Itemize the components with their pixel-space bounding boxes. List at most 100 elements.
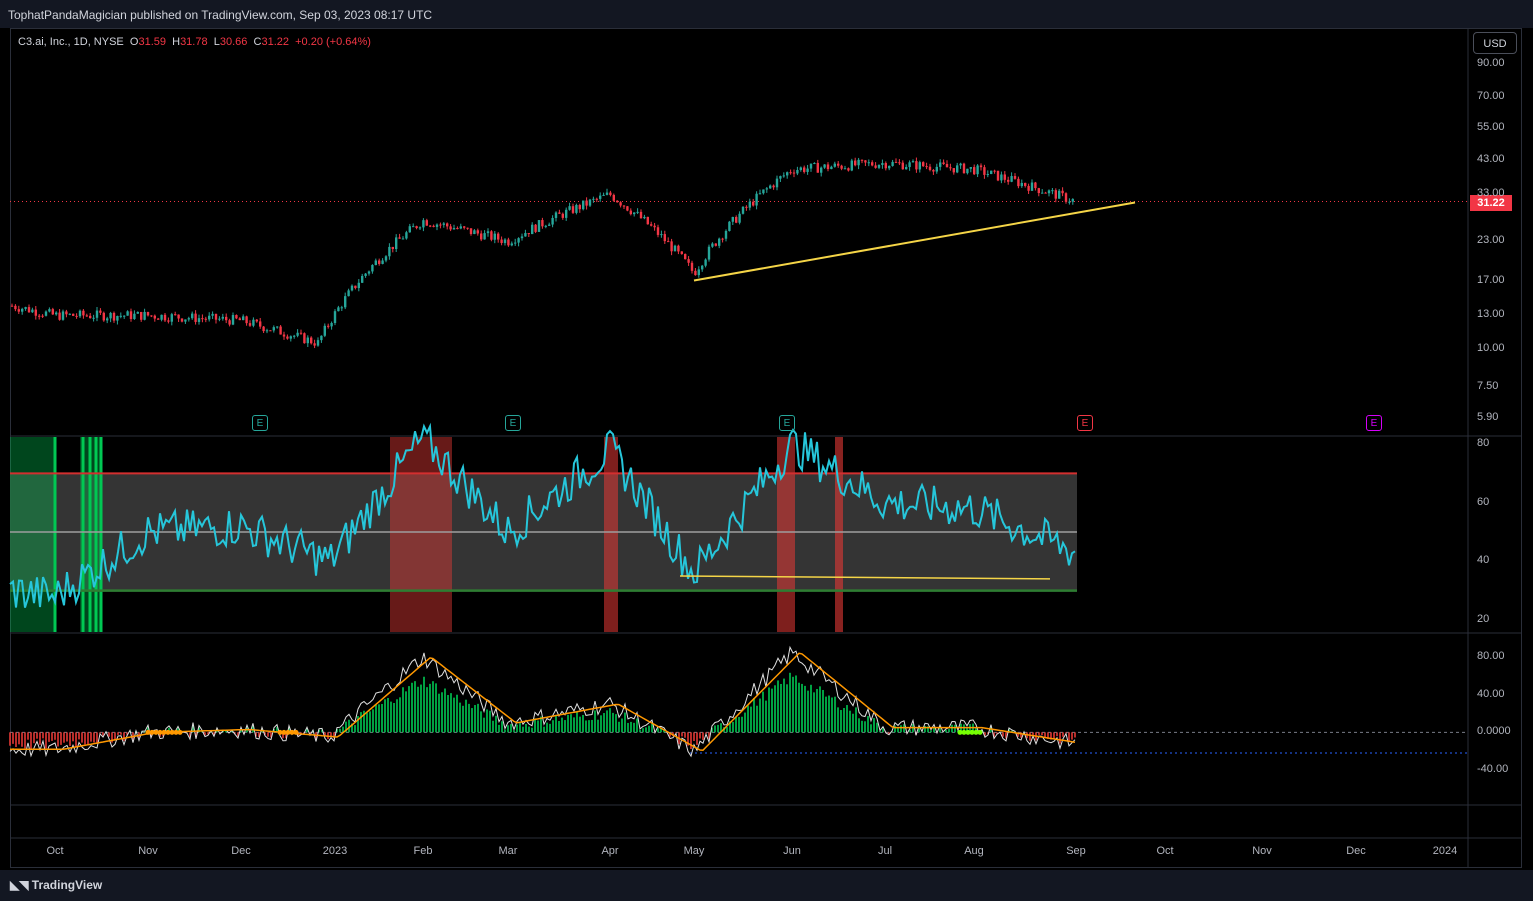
osc-cross-dot bbox=[289, 729, 295, 735]
candle-body bbox=[497, 233, 500, 240]
candle-body bbox=[126, 311, 129, 316]
candle-body bbox=[452, 228, 456, 230]
candle-body bbox=[262, 326, 265, 332]
rsi-tick-label: 60 bbox=[1477, 495, 1490, 508]
candle-body bbox=[238, 318, 241, 321]
candle-body bbox=[150, 315, 153, 317]
osc-signal-line bbox=[10, 652, 1076, 751]
candle-body bbox=[187, 318, 190, 320]
candle-body bbox=[286, 336, 289, 339]
candle-body bbox=[41, 315, 44, 317]
candle-body bbox=[197, 318, 201, 322]
candle-body bbox=[871, 162, 874, 166]
rsi-tick-label: 80 bbox=[1477, 437, 1490, 449]
candle-body bbox=[378, 260, 381, 264]
candle-body bbox=[762, 189, 765, 194]
earnings-marker[interactable]: E bbox=[779, 415, 795, 431]
candle-body bbox=[415, 226, 418, 229]
candle-body bbox=[626, 206, 629, 211]
candle-body bbox=[194, 313, 197, 322]
price-tick-label: 23.00 bbox=[1477, 234, 1505, 247]
candle-body bbox=[422, 220, 425, 228]
candle-body bbox=[337, 307, 340, 312]
candle-body bbox=[316, 340, 320, 346]
candle-body bbox=[537, 220, 541, 232]
candle-body bbox=[748, 201, 751, 208]
candle-body bbox=[643, 216, 646, 219]
candle-body bbox=[170, 314, 173, 322]
candle-body bbox=[225, 316, 228, 321]
candle-body bbox=[1037, 188, 1040, 194]
candle-body bbox=[799, 167, 802, 170]
candle-body bbox=[221, 316, 224, 319]
earnings-marker[interactable]: E bbox=[252, 415, 268, 431]
candle-body bbox=[1051, 190, 1054, 192]
candle-body bbox=[990, 170, 993, 175]
time-tick-label: 2024 bbox=[1432, 845, 1458, 857]
candle-body bbox=[500, 239, 503, 244]
candle-body bbox=[265, 330, 269, 332]
candle-body bbox=[837, 163, 840, 166]
candle-body bbox=[677, 245, 680, 252]
candle-body bbox=[476, 230, 479, 234]
earnings-marker[interactable]: E bbox=[1366, 415, 1382, 431]
candle-body bbox=[412, 226, 415, 228]
candle-body bbox=[565, 209, 568, 218]
time-tick-label: Oct bbox=[46, 845, 64, 857]
candle-body bbox=[191, 313, 194, 319]
candle-body bbox=[588, 199, 592, 206]
candle-body bbox=[432, 225, 435, 227]
tradingview-logo[interactable]: ◣◥ TradingView bbox=[10, 878, 102, 892]
candle-body bbox=[1058, 190, 1061, 199]
candle-body bbox=[745, 206, 748, 208]
candle-body bbox=[184, 319, 187, 322]
candle-body bbox=[180, 318, 184, 322]
candle-body bbox=[17, 309, 20, 312]
candle-body bbox=[548, 224, 551, 226]
currency-button[interactable]: USD bbox=[1473, 32, 1517, 54]
candle-body bbox=[932, 169, 935, 172]
candle-body bbox=[1020, 182, 1023, 187]
candle-body bbox=[102, 312, 105, 321]
candle-body bbox=[398, 237, 401, 239]
candle-body bbox=[966, 168, 969, 174]
candle-body bbox=[327, 325, 330, 327]
candle-body bbox=[425, 220, 428, 226]
candle-body bbox=[816, 162, 819, 173]
candle-body bbox=[361, 275, 364, 283]
candle-body bbox=[112, 312, 116, 321]
candle-body bbox=[367, 271, 371, 274]
price-tick-label: 13.00 bbox=[1477, 308, 1505, 321]
candle-body bbox=[204, 318, 207, 320]
candle-body bbox=[636, 211, 639, 213]
candle-body bbox=[24, 307, 27, 309]
open-label: O bbox=[129, 36, 139, 48]
candle-body bbox=[1041, 192, 1044, 194]
candle-body bbox=[374, 260, 377, 266]
candle-body bbox=[473, 230, 476, 235]
candle-body bbox=[531, 224, 534, 235]
candle-body bbox=[89, 315, 92, 319]
candle-body bbox=[928, 166, 932, 170]
low-label: L bbox=[213, 36, 220, 48]
symbol-name[interactable]: C3.ai, Inc., 1D, NYSE bbox=[18, 36, 124, 48]
rsi-signal-zone bbox=[835, 437, 843, 632]
candle-body bbox=[177, 314, 180, 319]
osc-cross-dot bbox=[161, 729, 167, 735]
price-tick-label: 5.90 bbox=[1477, 411, 1499, 423]
candle-body bbox=[85, 315, 88, 317]
earnings-marker[interactable]: E bbox=[505, 415, 521, 431]
candle-body bbox=[129, 311, 133, 320]
earnings-marker[interactable]: E bbox=[1077, 415, 1093, 431]
candle-body bbox=[558, 212, 561, 214]
candle-body bbox=[585, 200, 588, 206]
candle-body bbox=[10, 305, 14, 307]
candle-body bbox=[782, 175, 785, 177]
candle-body bbox=[140, 311, 143, 320]
candle-body bbox=[684, 253, 687, 260]
candle-body bbox=[157, 318, 160, 320]
tradingview-logo-icon: ◣◥ bbox=[10, 878, 32, 892]
candle-body bbox=[619, 202, 622, 206]
rsi-signal-zone bbox=[604, 437, 618, 632]
